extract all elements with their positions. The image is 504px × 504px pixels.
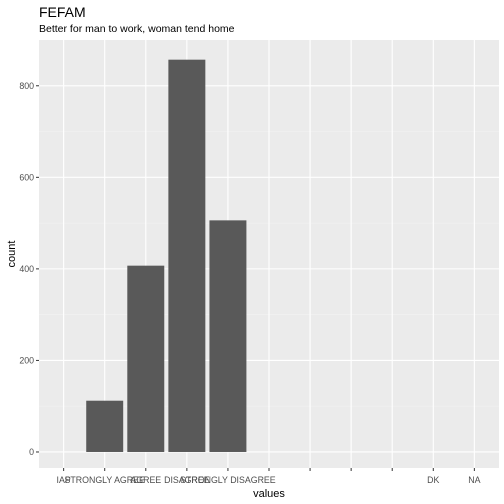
grid-lines <box>39 40 499 468</box>
x-tick-label: IAP <box>57 475 71 485</box>
y-axis: 0 200 400 600 800 <box>19 81 39 457</box>
bar <box>209 220 247 452</box>
y-tick-label: 600 <box>19 172 34 182</box>
y-tick-label: 200 <box>19 355 34 365</box>
x-axis-title: values <box>253 488 285 500</box>
x-tick-label: DK <box>427 475 439 485</box>
x-tick-label: DISAGREE <box>164 475 210 485</box>
y-tick-label: 800 <box>19 81 34 91</box>
bar <box>168 59 206 452</box>
chart-title: FEFAM <box>39 4 86 20</box>
x-tick-label: STRONGLY AGREE <box>65 475 145 485</box>
chart-subtitle: Better for man to work, woman tend home <box>39 23 235 35</box>
bars <box>86 59 247 452</box>
bar <box>86 400 124 452</box>
x-tick-label: AGREE <box>130 475 161 485</box>
y-tick-label: 0 <box>29 447 34 457</box>
x-tick-label: NA <box>468 475 480 485</box>
bar <box>127 265 165 452</box>
x-tick-label: STRONGLY DISAGREE <box>180 475 276 485</box>
y-tick-label: 400 <box>19 264 34 274</box>
y-axis-title: count <box>6 241 18 268</box>
